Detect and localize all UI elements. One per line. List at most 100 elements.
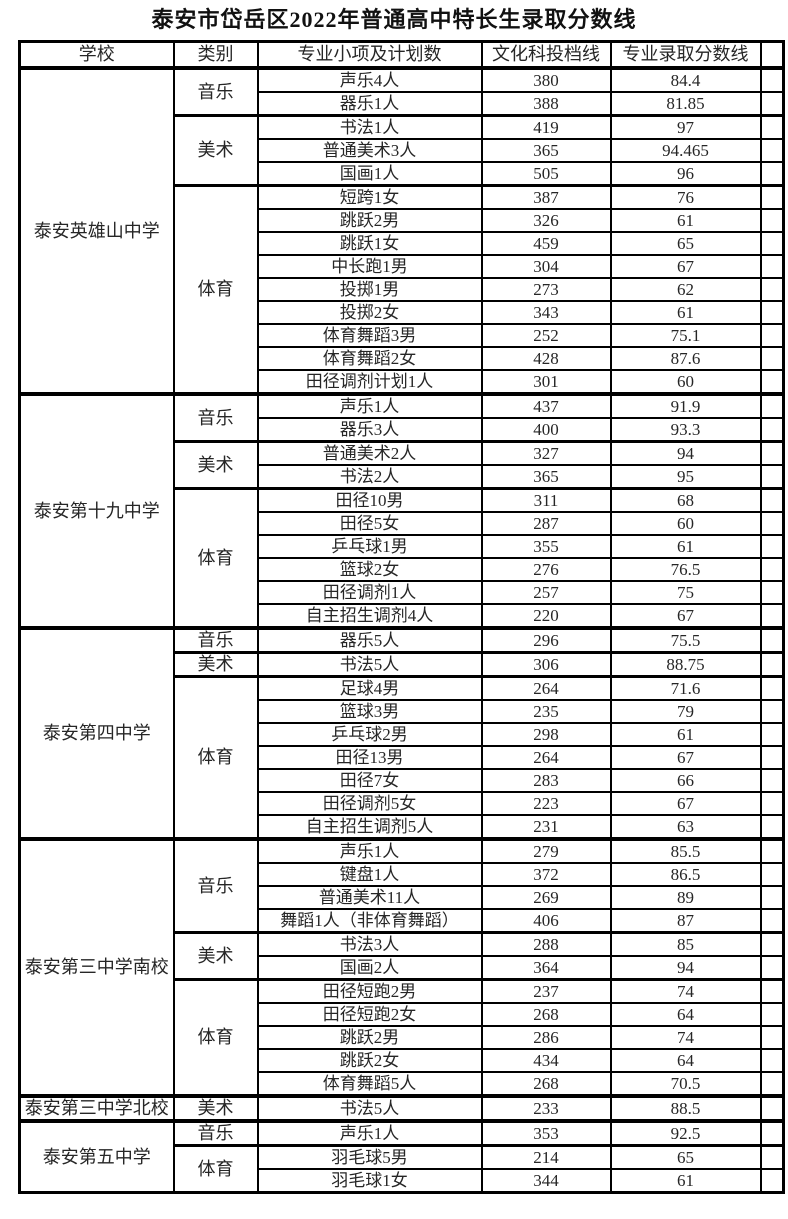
item-plan-cell: 书法5人 [256,1094,483,1122]
col-header-item-plan: 专业小项及计划数 [256,40,483,70]
table-row: 中长跑1男 304 67 [20,254,785,279]
table-row: 篮球2女 276 76.5 [20,557,785,582]
spacer-cell [759,323,785,348]
spacer-cell [759,955,785,981]
category-cell: 美术 [172,440,259,490]
major-line-cell: 75.1 [609,323,762,348]
category-cell: 美术 [172,114,259,187]
table-row: 自主招生调剂5人 231 63 [20,814,785,840]
spacer-cell [759,978,785,1004]
category-cell: 体育 [172,487,259,629]
major-line-cell: 94 [609,955,762,981]
table-row: 器乐3人 400 93.3 [20,417,785,443]
major-line-cell: 63 [609,814,762,840]
spacer-cell [759,1002,785,1027]
culture-line-cell: 296 [480,626,612,654]
culture-line-cell: 419 [480,114,612,140]
culture-line-cell: 343 [480,300,612,325]
table-row: 泰安第五中学 音乐 声乐1人 353 92.5 [18,1119,785,1194]
culture-line-cell: 269 [480,885,612,910]
major-line-cell: 65 [609,231,762,256]
major-line-cell: 86.5 [609,862,762,887]
culture-line-cell: 252 [480,323,612,348]
table-row: 泰安第十九中学 音乐 声乐1人 437 91.9 [18,392,785,629]
school-name-cell: 泰安英雄山中学 [18,66,175,395]
table-row: 田径调剂1人 257 75 [20,580,785,605]
culture-line-cell: 388 [480,91,612,117]
table-row: 国画2人 364 94 [20,955,785,981]
culture-line-cell: 437 [480,392,612,419]
item-plan-cell: 器乐3人 [256,417,483,443]
culture-line-cell: 311 [480,487,612,513]
culture-line-cell: 327 [480,440,612,466]
culture-line-cell: 364 [480,955,612,981]
item-plan-cell: 书法2人 [256,464,483,490]
spacer-cell [759,885,785,910]
culture-line-cell: 268 [480,1071,612,1097]
header-row: 学校 类别 专业小项及计划数 文化科投档线 专业录取分数线 [18,40,785,70]
item-plan-cell: 体育舞蹈3男 [256,323,483,348]
culture-line-cell: 287 [480,511,612,536]
category-cell: 体育 [172,978,259,1097]
spacer-cell [759,91,785,117]
category-cell: 音乐 [172,837,259,934]
major-line-cell: 71.6 [609,675,762,701]
item-plan-cell: 羽毛球1女 [256,1168,483,1194]
table-row: 体育 短跨1女 387 76 [20,184,785,395]
table-row: 美术 书法5人 306 88.75 [20,651,785,678]
table-body: 泰安英雄山中学 音乐 声乐4人 380 84.4 器乐1人 388 81.85 美术 书法1人 41… [18,66,785,1194]
culture-line-cell: 406 [480,908,612,934]
major-line-cell: 66 [609,768,762,793]
table-row: 体育 羽毛球5男 214 65 [20,1144,785,1194]
table-row: 普通美术11人 269 89 [20,885,785,910]
culture-line-cell: 283 [480,768,612,793]
item-plan-cell: 体育舞蹈2女 [256,346,483,371]
major-line-cell: 92.5 [609,1119,762,1147]
major-line-cell: 75 [609,580,762,605]
major-line-cell: 74 [609,1025,762,1050]
item-plan-cell: 投掷2女 [256,300,483,325]
col-header-category: 类别 [172,40,259,70]
table-row: 体育舞蹈3男 252 75.1 [20,323,785,348]
page-title: 泰安市岱岳区2022年普通高中特长生录取分数线 [151,7,637,32]
major-line-cell: 76.5 [609,557,762,582]
item-plan-cell: 田径7女 [256,768,483,793]
spacer-cell [759,161,785,187]
spacer-cell [759,1025,785,1050]
table-row: 泰安第三中学南校 音乐 声乐1人 279 85.5 [18,837,785,1097]
item-plan-cell: 声乐4人 [256,66,483,93]
spacer-cell [759,346,785,371]
school-name-cell: 泰安第十九中学 [18,392,175,629]
table-row: 舞蹈1人（非体育舞蹈） 406 87 [20,908,785,934]
table-row: 泰安第四中学 音乐 器乐5人 296 75.5 [18,626,785,840]
spacer-cell [759,369,785,395]
item-plan-cell: 普通美术2人 [256,440,483,466]
category-cell: 音乐 [172,1119,259,1147]
spacer-cell [759,511,785,536]
category-cell: 美术 [172,1094,259,1122]
culture-line-cell: 264 [480,745,612,770]
item-plan-cell: 普通美术3人 [256,138,483,163]
spacer-cell [759,814,785,840]
spacer-cell [759,277,785,302]
culture-line-cell: 387 [480,184,612,210]
school-name-cell: 泰安第三中学北校 [18,1094,175,1122]
major-line-cell: 95 [609,464,762,490]
table-row: 泰安英雄山中学 音乐 声乐4人 380 84.4 [18,66,785,395]
major-line-cell: 85.5 [609,837,762,864]
item-plan-cell: 田径10男 [256,487,483,513]
item-plan-cell: 田径短跑2女 [256,1002,483,1027]
spacer-cell [759,417,785,443]
item-plan-cell: 声乐1人 [256,392,483,419]
item-plan-cell: 中长跑1男 [256,254,483,279]
spacer-cell [759,138,785,163]
spacer-cell [759,675,785,701]
major-line-cell: 65 [609,1144,762,1170]
school-name-cell: 泰安第四中学 [18,626,175,840]
item-plan-cell: 田径5女 [256,511,483,536]
col-header-spacer [759,40,785,70]
spacer-cell [759,722,785,747]
spacer-cell [759,1094,785,1122]
item-plan-cell: 田径13男 [256,745,483,770]
table-row: 泰安第三中学北校 美术 书法5人 233 88.5 [18,1094,785,1122]
